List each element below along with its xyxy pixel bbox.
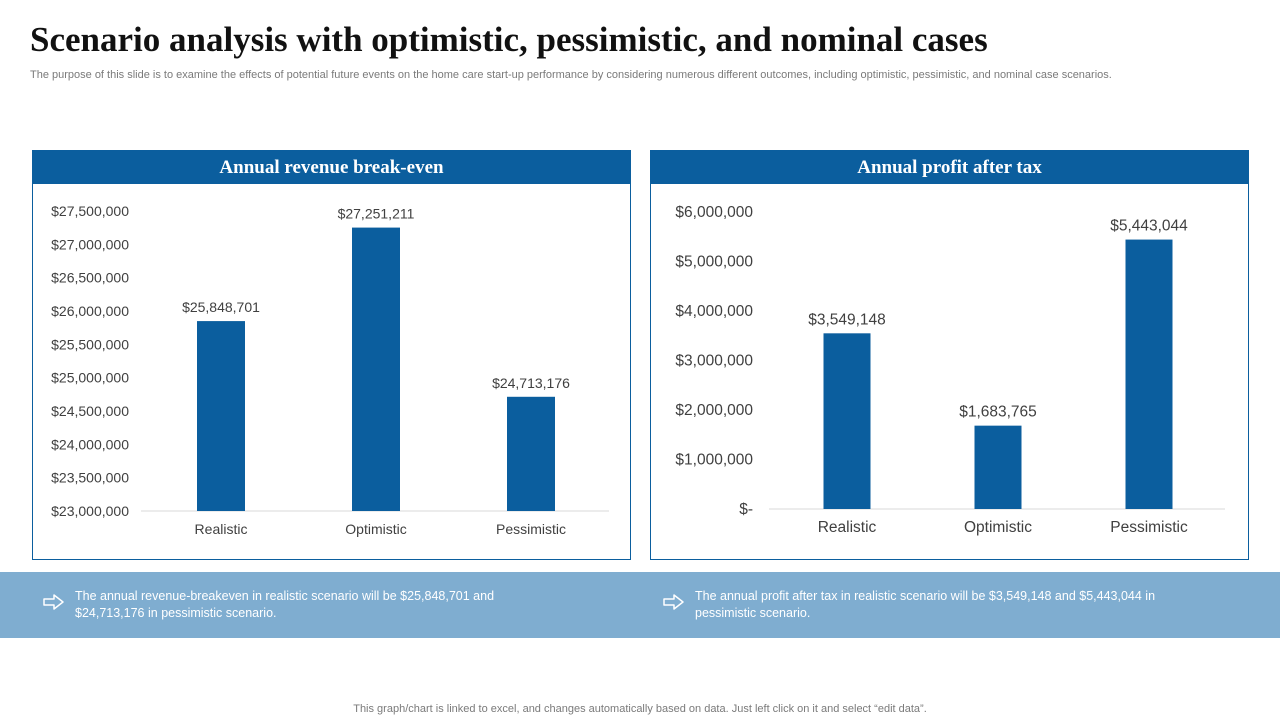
profit-y-tick-label: $5,000,000 bbox=[675, 254, 753, 271]
profit-bar-realistic bbox=[823, 333, 871, 509]
profit-summary: The annual profit after tax in realistic… bbox=[662, 588, 1182, 622]
revenue-chart-panel[interactable]: Annual revenue break-even $23,000,000 $23… bbox=[32, 150, 631, 560]
revenue-x-tick-label: Pessimistic bbox=[496, 521, 566, 537]
profit-bar-chart[interactable]: $- $1,000,000 $2,000,000 $3,000,000 $4,000,0… bbox=[651, 184, 1248, 559]
profit-data-label: $1,683,765 bbox=[959, 404, 1037, 421]
profit-bar-optimistic bbox=[974, 425, 1022, 509]
profit-chart-title: Annual profit after tax bbox=[651, 151, 1248, 184]
revenue-data-label: $24,713,176 bbox=[492, 375, 570, 391]
footnote: This graph/chart is linked to excel, and… bbox=[353, 703, 927, 715]
revenue-y-tick-label: $27,000,000 bbox=[51, 236, 129, 252]
revenue-bar-realistic bbox=[197, 321, 245, 511]
page-title: Scenario analysis with optimistic, pessi… bbox=[30, 20, 988, 59]
revenue-y-tick-label: $26,500,000 bbox=[51, 270, 129, 286]
profit-data-label: $5,443,044 bbox=[1110, 218, 1188, 235]
revenue-bar-pessimistic bbox=[507, 396, 555, 511]
revenue-y-tick-label: $27,500,000 bbox=[51, 203, 129, 219]
revenue-summary-text: The annual revenue-breakeven in realisti… bbox=[75, 589, 495, 620]
page-subtitle: The purpose of this slide is to examine … bbox=[30, 69, 1112, 81]
revenue-y-tick-label: $23,000,000 bbox=[51, 503, 129, 519]
revenue-y-tick-label: $26,000,000 bbox=[51, 303, 129, 319]
profit-summary-text: The annual profit after tax in realistic… bbox=[695, 589, 1156, 620]
arrow-right-icon bbox=[43, 594, 64, 610]
profit-chart-panel[interactable]: Annual profit after tax $- $1,000,000 $2,0… bbox=[650, 150, 1249, 560]
revenue-y-tick-label: $25,000,000 bbox=[51, 370, 129, 386]
revenue-y-tick-label: $25,500,000 bbox=[51, 336, 129, 352]
profit-y-tick-label: $1,000,000 bbox=[675, 452, 753, 469]
profit-bar-pessimistic bbox=[1125, 239, 1173, 509]
revenue-bar-chart[interactable]: $23,000,000 $23,500,000 $24,000,000 $24,500… bbox=[33, 184, 630, 559]
revenue-x-tick-label: Optimistic bbox=[345, 521, 406, 537]
revenue-chart-title: Annual revenue break-even bbox=[33, 151, 630, 184]
profit-data-label: $3,549,148 bbox=[808, 311, 886, 328]
revenue-summary: The annual revenue-breakeven in realisti… bbox=[42, 588, 542, 622]
revenue-y-tick-label: $24,000,000 bbox=[51, 436, 129, 452]
profit-x-tick-label: Pessimistic bbox=[1110, 519, 1188, 536]
profit-y-tick-label: $2,000,000 bbox=[675, 402, 753, 419]
profit-x-tick-label: Optimistic bbox=[964, 519, 1032, 536]
revenue-data-label: $25,848,701 bbox=[182, 299, 260, 315]
revenue-data-label: $27,251,211 bbox=[338, 206, 415, 222]
revenue-bar-optimistic bbox=[352, 227, 400, 511]
revenue-y-tick-label: $24,500,000 bbox=[51, 403, 129, 419]
summary-band: The annual revenue-breakeven in realisti… bbox=[0, 572, 1280, 638]
arrow-right-icon bbox=[663, 594, 684, 610]
revenue-x-tick-label: Realistic bbox=[195, 521, 248, 537]
profit-y-tick-label: $4,000,000 bbox=[675, 303, 753, 320]
profit-x-tick-label: Realistic bbox=[818, 519, 877, 536]
profit-y-tick-label: $6,000,000 bbox=[675, 204, 753, 221]
profit-y-tick-label: $- bbox=[739, 501, 753, 518]
revenue-y-tick-label: $23,500,000 bbox=[51, 470, 129, 486]
profit-y-tick-label: $3,000,000 bbox=[675, 353, 753, 370]
